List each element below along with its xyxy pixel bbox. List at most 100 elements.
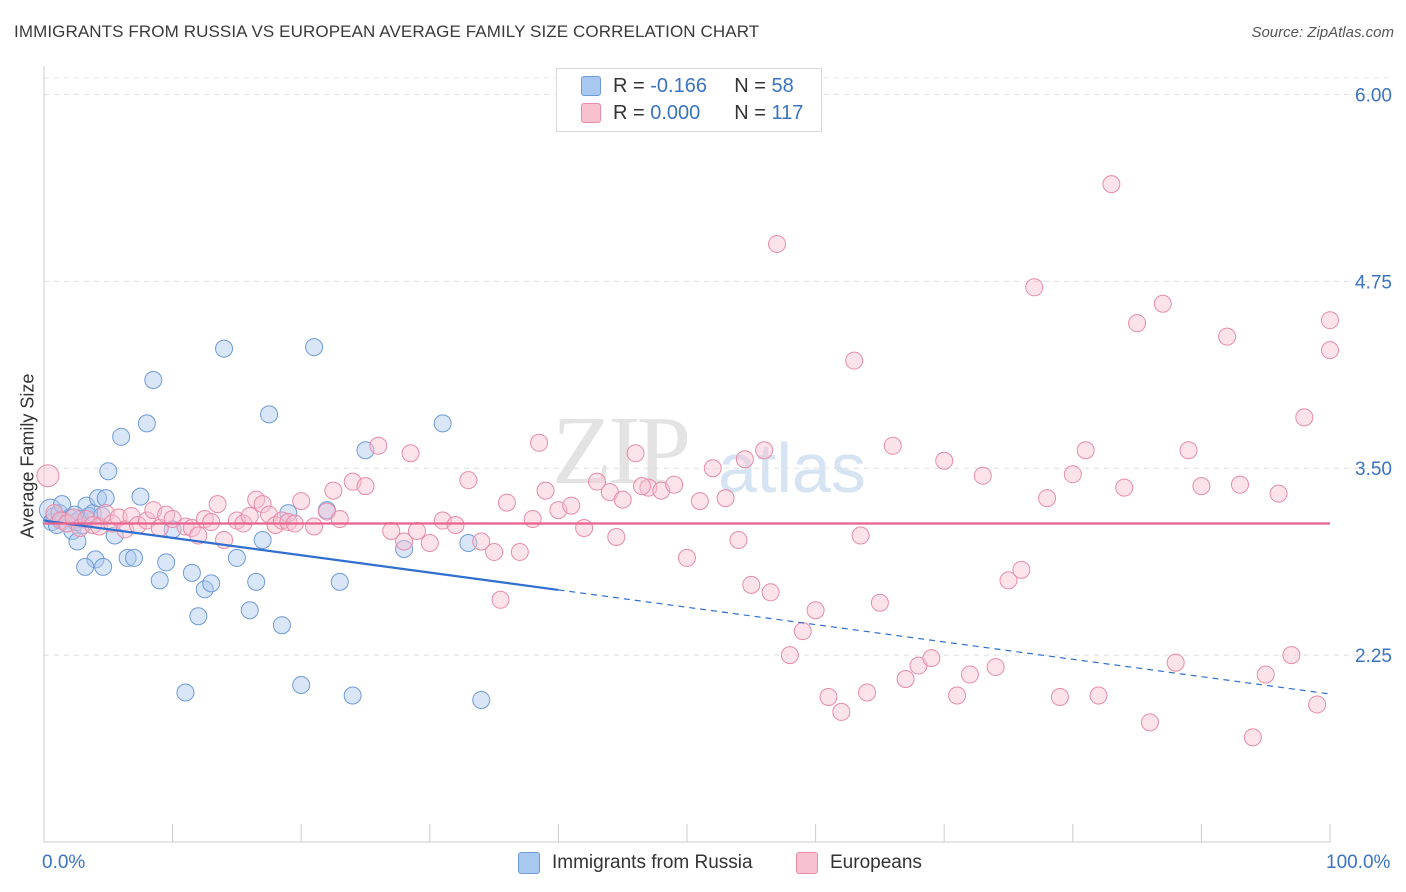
europeans-point bbox=[607, 527, 626, 546]
europeans-point bbox=[240, 507, 259, 526]
europeans-point bbox=[806, 601, 825, 620]
trend-lines bbox=[43, 519, 1331, 695]
europeans-point bbox=[626, 444, 645, 463]
russia-point bbox=[292, 676, 311, 695]
europeans-point bbox=[948, 686, 967, 705]
russia-point bbox=[99, 462, 118, 481]
europeans-point bbox=[703, 459, 722, 478]
legend-r-label: R = bbox=[613, 101, 645, 124]
europeans-point bbox=[420, 533, 439, 552]
russia-point bbox=[305, 338, 324, 357]
russia-point bbox=[131, 487, 150, 506]
europeans-point bbox=[1230, 475, 1249, 494]
europeans-point bbox=[1076, 441, 1095, 460]
europeans-point bbox=[999, 571, 1018, 590]
data-points bbox=[36, 175, 1339, 747]
europeans-point bbox=[768, 234, 787, 253]
russia-point bbox=[272, 616, 291, 635]
russia-point bbox=[472, 690, 491, 709]
grid-lines bbox=[44, 77, 1392, 656]
europeans-point bbox=[1192, 477, 1211, 496]
europeans-point bbox=[780, 646, 799, 665]
europeans-point bbox=[851, 526, 870, 545]
europeans-point bbox=[986, 658, 1005, 677]
correlation-legend: R = -0.166 N = 58 R = 0.000 N = 117 bbox=[556, 68, 822, 132]
russia-point bbox=[182, 563, 201, 582]
legend-r-value: 0.000 bbox=[650, 101, 701, 124]
europeans-point bbox=[401, 444, 420, 463]
europeans-point bbox=[632, 477, 651, 496]
europeans-point bbox=[446, 516, 465, 535]
europeans-point bbox=[1128, 314, 1147, 333]
europeans-point bbox=[1321, 341, 1339, 360]
europeans-point bbox=[742, 575, 761, 594]
legend-n-value: 117 bbox=[771, 101, 804, 124]
europeans-point bbox=[819, 687, 838, 706]
bottom-legend-swatch-europeans bbox=[796, 852, 818, 874]
russia-point bbox=[433, 414, 452, 433]
russia-point bbox=[189, 607, 208, 626]
europeans-point bbox=[587, 472, 606, 491]
europeans-point bbox=[523, 510, 542, 529]
y-tick-label: 4.75 bbox=[1355, 272, 1392, 293]
europeans-point bbox=[36, 464, 60, 488]
russia-point bbox=[68, 532, 87, 551]
russia-point bbox=[227, 548, 246, 567]
russia-point bbox=[253, 530, 272, 549]
europeans-point bbox=[858, 683, 877, 702]
europeans-point bbox=[716, 489, 735, 508]
europeans-point bbox=[665, 475, 684, 494]
europeans-point bbox=[472, 532, 491, 551]
russia-point bbox=[202, 574, 221, 593]
europeans-point bbox=[883, 436, 902, 455]
bottom-legend-label-russia: Immigrants from Russia bbox=[552, 852, 753, 873]
europeans-point bbox=[530, 433, 549, 452]
legend-swatch-europeans bbox=[581, 103, 601, 123]
europeans-point bbox=[761, 583, 780, 602]
chart-title: IMMIGRANTS FROM RUSSIA VS EUROPEAN AVERA… bbox=[14, 22, 760, 41]
europeans-point bbox=[922, 649, 941, 668]
europeans-point bbox=[1089, 686, 1108, 705]
bottom-legend-swatch-russia bbox=[518, 852, 540, 874]
europeans-point bbox=[279, 513, 298, 532]
europeans-point bbox=[247, 490, 266, 509]
axes bbox=[43, 66, 1331, 843]
europeans-point bbox=[497, 493, 516, 512]
europeans-point bbox=[1166, 653, 1185, 672]
russia-trend-line bbox=[43, 519, 559, 592]
europeans-point bbox=[253, 495, 272, 514]
europeans-point bbox=[485, 542, 504, 561]
y-tick-label: 6.00 bbox=[1355, 85, 1392, 106]
europeans-point bbox=[324, 481, 343, 500]
europeans-point bbox=[575, 519, 594, 538]
russia-point bbox=[96, 489, 115, 508]
europeans-point bbox=[202, 513, 221, 532]
y-tick-labels: 2.25 3.50 4.75 6.00 bbox=[1355, 85, 1392, 667]
russia-point bbox=[118, 548, 137, 567]
europeans-point bbox=[356, 477, 375, 496]
europeans-point bbox=[1308, 695, 1327, 714]
europeans-point bbox=[1050, 687, 1069, 706]
europeans-point bbox=[305, 517, 324, 536]
europeans-point bbox=[1269, 484, 1288, 503]
europeans-point bbox=[935, 451, 954, 470]
europeans-point bbox=[690, 492, 709, 511]
watermark-atlas: atlas bbox=[718, 429, 866, 507]
legend-row-europeans: R = 0.000 N = 117 bbox=[581, 101, 803, 125]
europeans-point bbox=[845, 351, 864, 370]
europeans-point bbox=[735, 450, 754, 469]
europeans-point bbox=[64, 508, 83, 527]
europeans-point bbox=[1038, 489, 1057, 508]
europeans-point bbox=[793, 622, 812, 641]
europeans-point bbox=[292, 492, 311, 511]
bottom-legend-russia: Immigrants from Russia bbox=[518, 852, 753, 874]
legend-n-value: 58 bbox=[771, 74, 794, 97]
europeans-point bbox=[395, 532, 414, 551]
europeans-point bbox=[1063, 465, 1082, 484]
source-label: Source: ZipAtlas.com bbox=[1251, 24, 1394, 41]
legend-n-label: N = bbox=[734, 101, 766, 124]
europeans-point bbox=[973, 466, 992, 485]
europeans-point bbox=[459, 471, 478, 490]
europeans-point bbox=[330, 510, 349, 529]
